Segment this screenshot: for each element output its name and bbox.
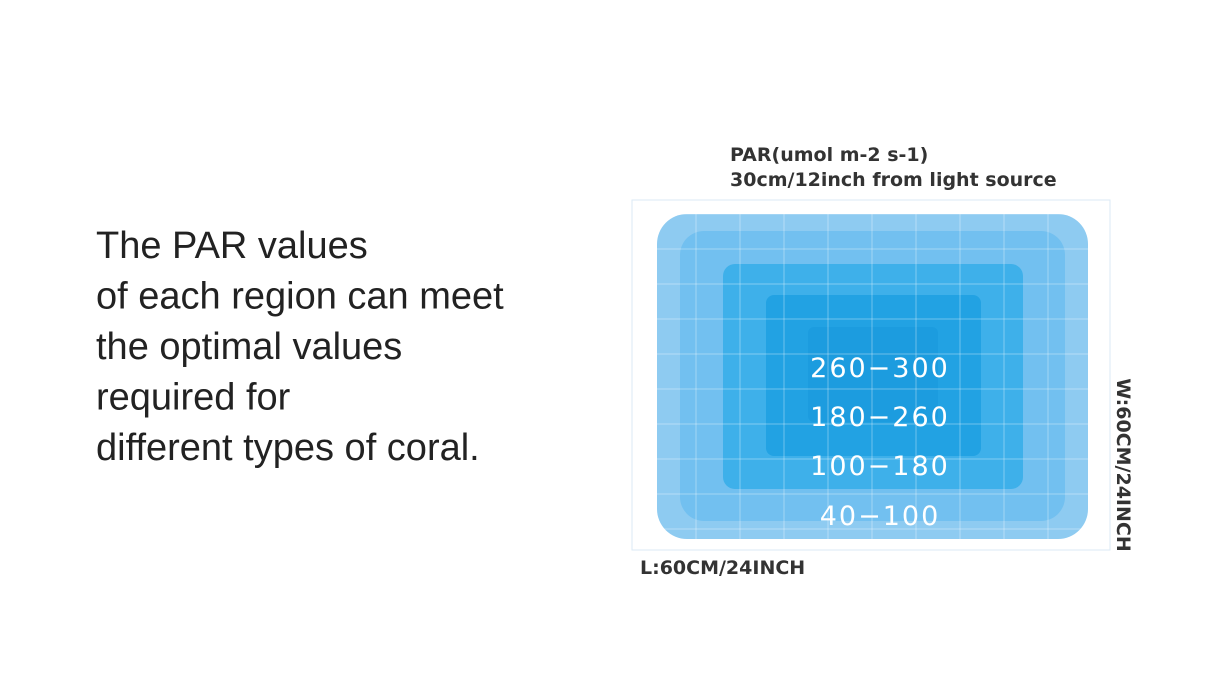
zone-label: 260−300 xyxy=(810,353,950,384)
zone-label: 180−260 xyxy=(810,402,950,433)
width-label: W:60CM/24INCH xyxy=(1112,378,1134,551)
zone-label: 40−100 xyxy=(820,501,941,532)
frame xyxy=(631,199,1111,551)
header-line: 30cm/12inch from light source xyxy=(730,169,1057,191)
description: The PAR values of each region can meet the… xyxy=(96,225,504,469)
description-line: The PAR values xyxy=(96,225,368,267)
description-line: required for xyxy=(96,377,291,419)
zone-area xyxy=(808,327,938,422)
description-line: the optimal values xyxy=(96,326,402,368)
length-label: L:60CM/24INCH xyxy=(640,557,805,579)
grid xyxy=(637,205,1105,545)
description-line: different types of coral. xyxy=(96,427,480,469)
description-line: of each region can meet xyxy=(96,276,504,318)
zone-label: 100−180 xyxy=(810,451,950,482)
header-line: PAR(umol m-2 s-1) xyxy=(730,144,928,166)
